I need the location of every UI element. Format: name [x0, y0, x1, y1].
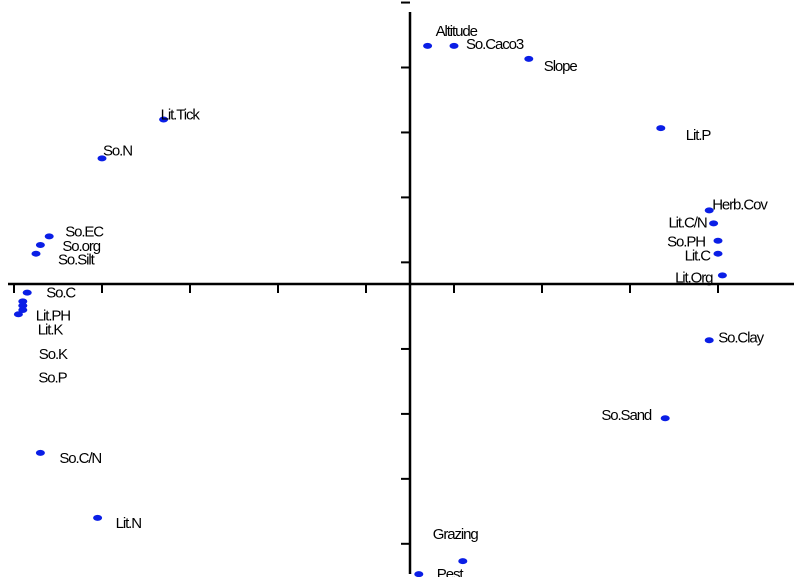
data-point: [704, 337, 714, 344]
point-label: So.PH: [667, 234, 705, 251]
data-point: [717, 272, 727, 279]
point-label: Pest: [437, 566, 465, 577]
data-point: [423, 42, 433, 49]
point-label: Lit.P: [686, 127, 712, 144]
data-point: [44, 233, 54, 240]
point-label: So.K: [39, 346, 68, 363]
point-label: Lit.K: [38, 322, 64, 339]
data-point: [449, 42, 459, 49]
axes: [8, 1, 794, 574]
data-point: [414, 571, 424, 577]
point-label: Herb.Cov: [712, 196, 768, 213]
data-point: [35, 242, 45, 249]
data-point: [13, 311, 23, 318]
data-point: [31, 250, 41, 257]
point-label: So.Silt: [58, 252, 96, 269]
data-point: [97, 155, 107, 162]
data-point: [93, 514, 103, 521]
point-label: Lit.Org: [675, 269, 713, 286]
point-label: Grazing: [433, 526, 479, 543]
data-point: [18, 306, 28, 313]
point-label: Lit.C: [685, 248, 712, 265]
point-label: So.Clay: [718, 329, 764, 346]
data-point: [458, 558, 468, 565]
data-point: [22, 289, 32, 296]
point-label: So.C: [46, 285, 76, 302]
point-label: Slope: [544, 58, 578, 75]
data-point: [18, 298, 28, 305]
data-point: [713, 237, 723, 244]
data-point: [524, 55, 534, 62]
point-label: So.C/N: [59, 450, 101, 467]
point-label: Lit.PH: [36, 307, 71, 324]
point-label: Lit.N: [116, 515, 142, 532]
data-point: [713, 250, 723, 257]
point-label: So.Caco3: [466, 36, 524, 53]
point-label: So.P: [38, 369, 67, 386]
point-label: So.N: [103, 142, 132, 159]
point-label: So.EC: [65, 223, 104, 240]
data-point: [656, 125, 666, 132]
data-point: [709, 220, 719, 227]
point-label: So.Sand: [601, 407, 652, 424]
point-label: Lit.C/N: [668, 214, 706, 231]
point-label: Altitude: [436, 23, 478, 40]
point-label: Lit.Tick: [161, 106, 201, 123]
data-points: [13, 42, 727, 577]
point-label: So.org: [62, 238, 100, 255]
data-point: [18, 302, 28, 309]
data-point: [35, 449, 45, 456]
data-point: [159, 116, 169, 123]
data-point: [660, 415, 670, 422]
data-point: [704, 207, 714, 214]
